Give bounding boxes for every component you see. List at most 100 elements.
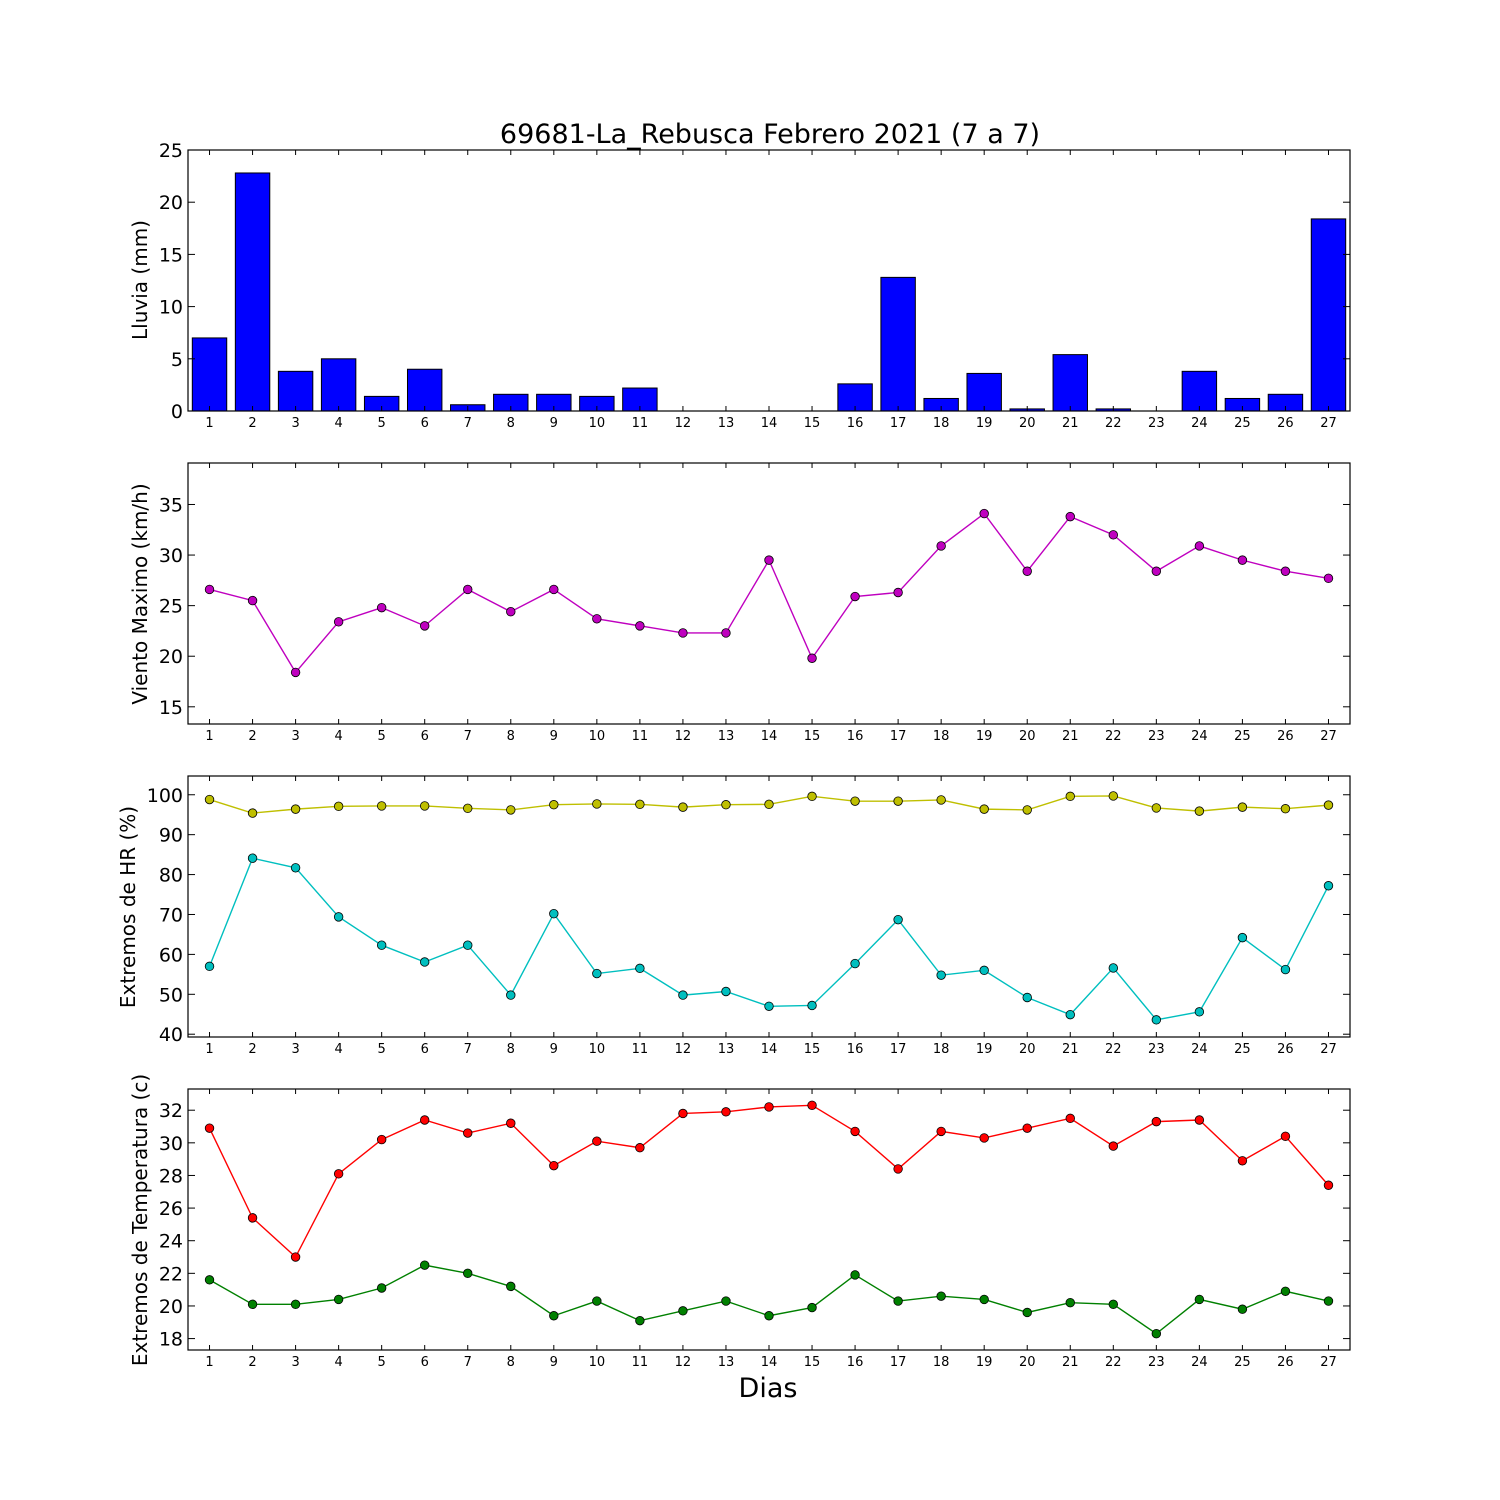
wind-series-1-point (1323, 573, 1334, 584)
wind-x-tick-label: 13 (718, 729, 735, 744)
humidity-series-2-point (764, 1001, 774, 1011)
wind-x-tick-label: 2 (248, 729, 256, 744)
temperature-series-2-point (506, 1281, 516, 1292)
temperature-x-tick-label: 21 (1062, 1355, 1079, 1370)
wind-x-tick-label: 11 (632, 729, 649, 744)
rain-axes: 1 2 3 4 5 6 7 8 9 10 11 12 13 14 15 16 17 18 19 20 21 22 23 24 2… (159, 140, 1351, 431)
humidity-series-2-point (1065, 1009, 1075, 1020)
wind-x-tick-label: 20 (1019, 729, 1036, 744)
humidity-series-2-point (1323, 881, 1334, 891)
rain-x-tick-label: 12 (675, 416, 692, 431)
wind-y-tick-label: 30 (159, 545, 183, 567)
rain-x-tick-label: 11 (632, 416, 649, 431)
temperature-y-axis-label: Extremos de Temperatura (c) (128, 1074, 152, 1366)
temperature-series-2-point (678, 1306, 688, 1316)
temperature-y-tick-label: 22 (159, 1263, 183, 1285)
temperature-series-2-point (1237, 1304, 1248, 1314)
wind-series-1-point (333, 617, 344, 627)
humidity-x-tick-label: 14 (761, 1042, 778, 1057)
rain-x-tick-label: 20 (1019, 416, 1036, 431)
humidity-x-tick-label: 23 (1148, 1042, 1165, 1057)
wind-series-1-point (1194, 541, 1205, 551)
temperature-x-tick-label: 10 (589, 1355, 606, 1370)
rain-bar (966, 372, 1002, 412)
rain-x-tick-label: 15 (804, 416, 821, 431)
temperature-series-2-point (1065, 1297, 1075, 1308)
temperature-series-2-point (1280, 1286, 1291, 1296)
temperature-x-tick-label: 5 (378, 1355, 386, 1370)
rain-x-tick-label: 22 (1105, 416, 1122, 431)
humidity-x-tick-label: 12 (675, 1042, 692, 1057)
humidity-x-tick-label: 27 (1320, 1042, 1337, 1057)
wind-x-tick-label: 10 (589, 729, 606, 744)
humidity-y-tick-label: 60 (159, 944, 183, 966)
rain-x-tick-label: 2 (248, 416, 256, 431)
humidity-series-2-point (807, 1000, 817, 1011)
wind-y-axis-label: Viento Maximo (km/h) (128, 483, 152, 704)
humidity-series-2-point (247, 853, 258, 863)
temperature-y-tick-label: 28 (159, 1165, 183, 1187)
humidity-y-tick-label: 80 (159, 865, 183, 887)
temperature-series-2-point (1022, 1307, 1032, 1318)
wind-series-1-point (463, 584, 473, 595)
humidity-series-1-point (506, 805, 516, 815)
wind-x-tick-label: 12 (675, 729, 692, 744)
humidity-series-1-point (764, 799, 774, 810)
temperature-series-2-point (592, 1296, 602, 1306)
wind-series-1-point (979, 508, 989, 519)
temperature-series-1-point (376, 1134, 387, 1145)
humidity-series-2-point (420, 957, 430, 967)
wind-x-tick-label: 7 (464, 729, 472, 744)
temperature-x-tick-label: 17 (890, 1355, 907, 1370)
wind-series-1-point (247, 595, 258, 606)
temperature-series-1-point (290, 1252, 301, 1262)
rain-x-tick-label: 19 (976, 416, 993, 431)
temperature-series-2-point (764, 1311, 774, 1321)
temperature-x-tick-label: 8 (507, 1355, 515, 1370)
rain-bar (1310, 218, 1347, 412)
rain-y-tick-label: 0 (171, 401, 183, 423)
wind-series-1-point (1022, 566, 1032, 576)
temperature-series-1-point (764, 1102, 774, 1112)
temperature-series-1-point (204, 1123, 215, 1133)
humidity-series-1-point (247, 808, 258, 818)
humidity-y-tick-label: 50 (159, 984, 183, 1006)
rain-x-tick-label: 8 (507, 416, 515, 431)
temperature-x-tick-label: 2 (248, 1355, 256, 1370)
humidity-series-1-point (376, 801, 387, 811)
humidity-series-2-point (1022, 992, 1032, 1003)
temperature-series-1-point (979, 1133, 989, 1143)
humidity-series-2-point (936, 970, 946, 980)
wind-x-tick-label: 3 (291, 729, 299, 744)
rain-x-tick-label: 3 (291, 416, 299, 431)
wind-x-tick-label: 1 (205, 729, 213, 744)
humidity-x-tick-label: 16 (847, 1042, 864, 1057)
humidity-x-tick-label: 7 (464, 1042, 472, 1057)
wind-x-tick-label: 17 (890, 729, 907, 744)
rain-x-tick-label: 10 (589, 416, 606, 431)
wind-x-tick-label: 19 (976, 729, 993, 744)
temperature-series-2-point (807, 1302, 817, 1313)
rain-x-tick-label: 5 (378, 416, 386, 431)
rain-bar (234, 172, 271, 412)
humidity-panel: 1 2 3 4 5 6 7 8 9 10 11 12 13 14 15 16 17 18 19 20 21 22 23 24 2… (116, 775, 1351, 1057)
temperature-series-1-point (721, 1107, 731, 1117)
temperature-x-tick-label: 7 (464, 1355, 472, 1370)
humidity-y-tick-label: 40 (159, 1024, 183, 1046)
humidity-y-tick-label: 100 (147, 785, 183, 807)
rain-x-tick-label: 1 (205, 416, 213, 431)
temperature-panel: 1 2 3 4 5 6 7 8 9 10 11 12 13 14 15 16 17 18 19 20 21 22 23 24 2… (128, 1074, 1351, 1370)
wind-series-1-point (290, 667, 301, 678)
rain-y-tick-label: 5 (171, 349, 183, 371)
temperature-series-2-point (850, 1270, 860, 1280)
rain-x-tick-label: 13 (718, 416, 735, 431)
rain-bar (191, 337, 228, 412)
wind-series-1-point (592, 614, 602, 624)
temperature-x-tick-label: 22 (1105, 1355, 1122, 1370)
temperature-series (204, 1100, 1334, 1339)
temperature-x-tick-label: 1 (205, 1355, 213, 1370)
rain-y-tick-label: 20 (159, 192, 183, 214)
temperature-series-2-point (721, 1296, 731, 1306)
humidity-series-2-point (850, 958, 860, 969)
